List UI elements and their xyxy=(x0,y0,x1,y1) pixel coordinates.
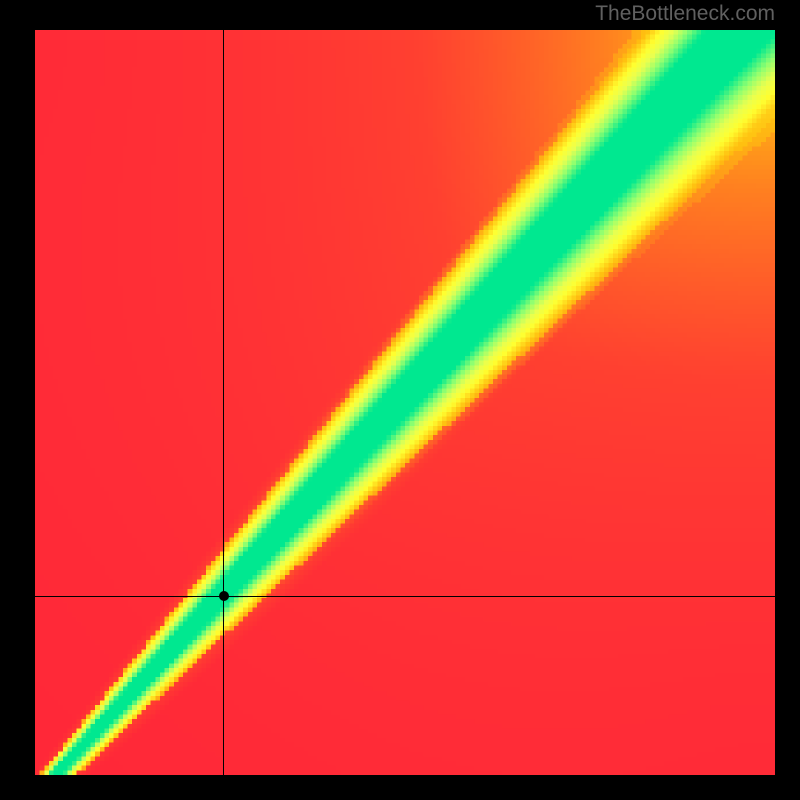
heatmap-plot-area xyxy=(35,30,775,775)
crosshair-vertical xyxy=(223,30,224,775)
heatmap-canvas xyxy=(35,30,775,775)
watermark-text: TheBottleneck.com xyxy=(595,2,775,26)
crosshair-horizontal xyxy=(35,596,775,597)
marker-dot xyxy=(219,591,229,601)
